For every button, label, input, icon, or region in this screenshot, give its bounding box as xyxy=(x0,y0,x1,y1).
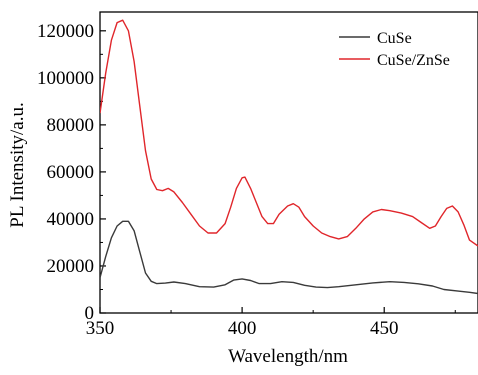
axes-group: 350 400 450 0 20000 40000 60000 80000 100000 1200… xyxy=(37,11,478,339)
legend-label-cuse-znse: CuSe/ZnSe xyxy=(377,52,450,69)
y-tick-label: 120000 xyxy=(37,21,94,42)
x-tick-label: 400 xyxy=(228,318,257,339)
x-tick-label: 450 xyxy=(370,318,399,339)
series-line-cuse-znse xyxy=(100,19,478,247)
y-tick-label: 0 xyxy=(85,303,95,324)
y-tick-label: 100000 xyxy=(37,68,94,89)
y-tick-label: 20000 xyxy=(47,256,95,277)
y-axis-label: PL Intensity/a.u. xyxy=(7,102,28,227)
y-tick-label: 60000 xyxy=(47,162,95,183)
series-line-cuse xyxy=(100,220,478,295)
y-tick-label: 80000 xyxy=(47,115,95,136)
plot-frame xyxy=(99,11,478,314)
legend: CuSe CuSe/ZnSe xyxy=(339,30,450,69)
series-group xyxy=(100,19,478,295)
x-tick-label: 350 xyxy=(86,318,115,339)
x-axis-label: Wavelength/nm xyxy=(228,346,348,367)
legend-label-cuse: CuSe xyxy=(377,30,412,47)
y-tick-label: 40000 xyxy=(47,209,95,230)
